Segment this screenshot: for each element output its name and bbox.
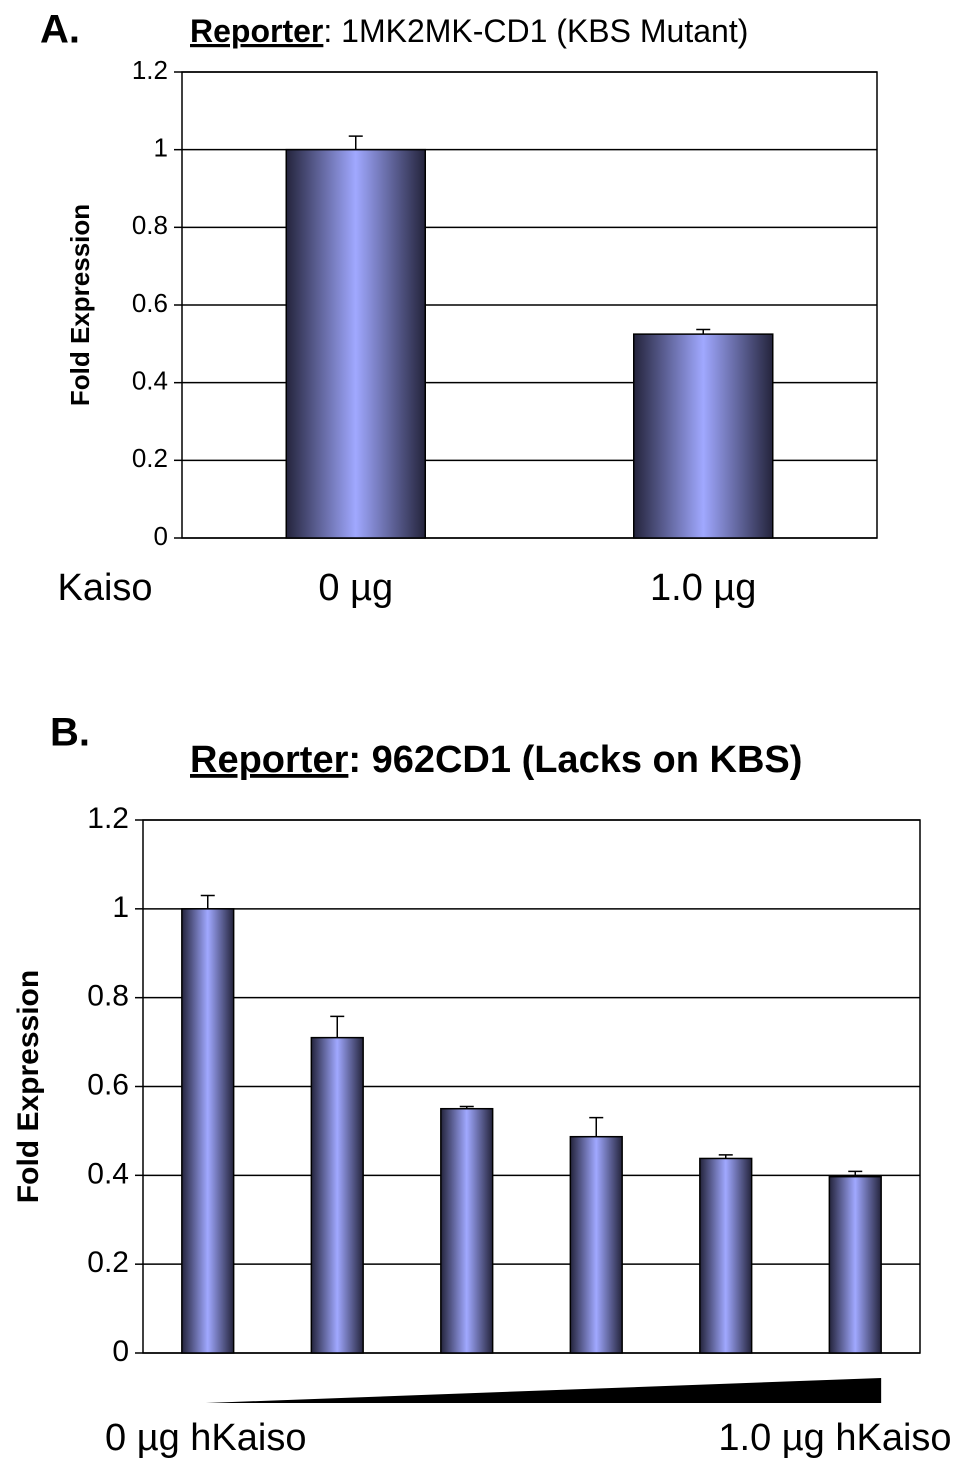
y-tick-label: 0.4 [132, 366, 168, 396]
error-bar [330, 1015, 345, 1038]
bar [310, 1036, 364, 1354]
error-bar [848, 1170, 863, 1177]
bar [181, 908, 235, 1354]
panel-label: A. [40, 8, 80, 52]
y-tick-label: 1 [112, 891, 129, 924]
bar [285, 148, 426, 539]
y-tick-label: 0.8 [132, 210, 168, 240]
y-tick-label: 1.2 [87, 802, 129, 835]
y-tick-label: 1 [154, 133, 168, 163]
y-tick-label: 0.8 [87, 980, 129, 1013]
x-tick-label: 1.0 µg [650, 567, 756, 609]
y-tick-label: 1.2 [132, 55, 168, 85]
range-label-start: 0 µg hKaiso [105, 1417, 306, 1459]
range-label-end: 1.0 µg hKaiso [718, 1417, 951, 1459]
panel-label: B. [50, 711, 90, 755]
row-label: Kaiso [57, 567, 152, 609]
error-bar [589, 1116, 604, 1137]
y-tick-label: 0 [154, 521, 168, 551]
y-tick-label: 0.4 [87, 1157, 129, 1190]
bar [633, 333, 774, 539]
y-tick-label: 0.6 [132, 288, 168, 318]
y-tick-label: 0.6 [87, 1068, 129, 1101]
bar [569, 1135, 623, 1354]
x-tick-label: 0 µg [318, 567, 393, 609]
error-bar [459, 1105, 474, 1109]
y-tick-label: 0.2 [132, 443, 168, 473]
title-underlined: Reporter [190, 13, 323, 49]
error-bar [718, 1154, 733, 1159]
title-rest: : 962CD1 (Lacks on KBS) [348, 739, 802, 781]
chart-panel: A. Reporter: 1MK2MK-CD1 (KBS Mutant) 0 0.2 0… [40, 8, 878, 609]
title-rest: : 1MK2MK-CD1 (KBS Mutant) [323, 13, 748, 49]
bar [699, 1157, 753, 1354]
error-bar [696, 328, 711, 335]
error-bar [200, 894, 215, 909]
bar [440, 1107, 494, 1354]
chart-panel: B. Reporter: 962CD1 (Lacks on KBS) 0 0.2 0.4… [12, 711, 952, 1459]
chart-title: Reporter: 962CD1 (Lacks on KBS) [190, 739, 802, 781]
chart-title: Reporter: 1MK2MK-CD1 (KBS Mutant) [190, 13, 748, 49]
bar [828, 1175, 882, 1354]
y-tick-label: 0.2 [87, 1246, 129, 1279]
title-underlined: Reporter [190, 739, 349, 781]
gradient-wedge [205, 1378, 882, 1403]
y-axis-label: Fold Expression [65, 204, 95, 406]
y-axis-label: Fold Expression [12, 970, 45, 1203]
error-bar [348, 135, 363, 150]
y-tick-label: 0 [112, 1335, 129, 1368]
